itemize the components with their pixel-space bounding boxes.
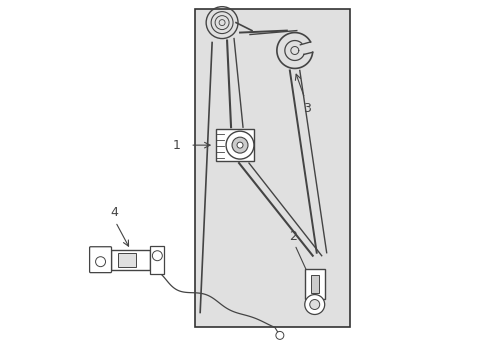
Circle shape — [226, 131, 254, 159]
Bar — [195, 9, 349, 328]
Circle shape — [310, 300, 319, 310]
Text: 2: 2 — [289, 230, 297, 243]
Circle shape — [96, 257, 105, 267]
Bar — [119, 253, 136, 267]
Circle shape — [232, 137, 248, 153]
Circle shape — [305, 294, 325, 315]
Bar — [150, 246, 164, 274]
Circle shape — [152, 251, 162, 261]
Circle shape — [237, 142, 243, 148]
Bar — [111, 250, 150, 270]
Text: 1: 1 — [172, 139, 180, 152]
FancyBboxPatch shape — [90, 247, 112, 273]
Text: 3: 3 — [303, 102, 311, 115]
Circle shape — [276, 332, 284, 339]
Text: 4: 4 — [111, 206, 119, 219]
Bar — [305, 269, 325, 298]
Bar — [216, 129, 254, 161]
Bar — [311, 275, 319, 293]
